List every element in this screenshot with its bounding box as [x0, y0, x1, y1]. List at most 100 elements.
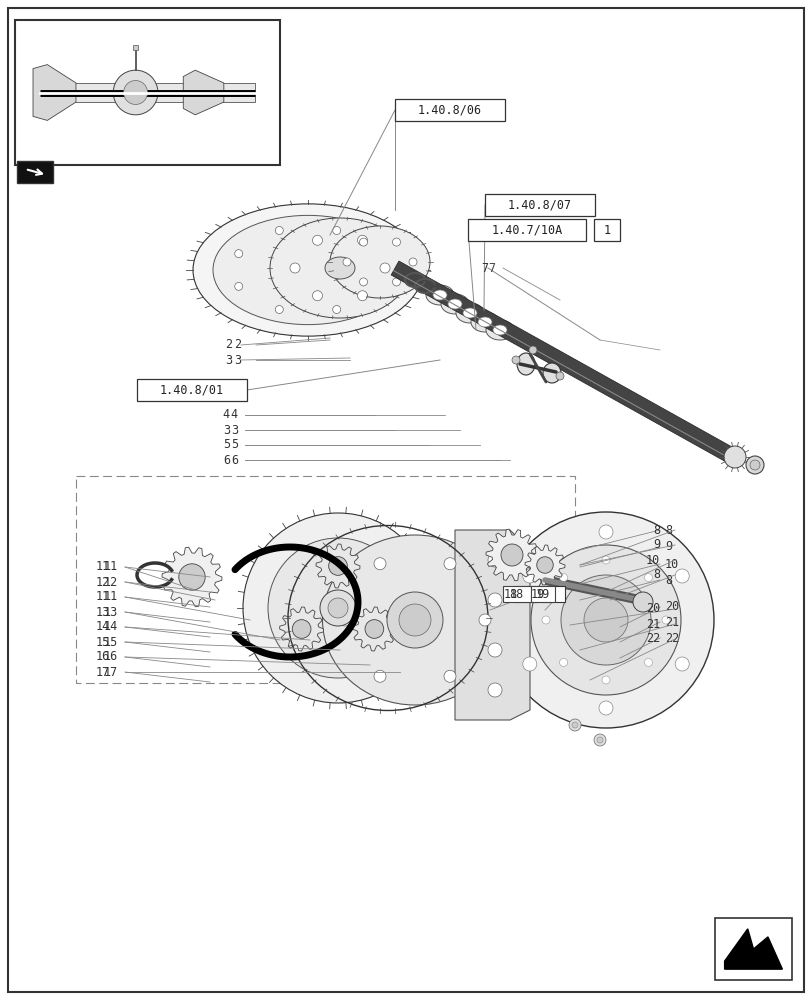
Ellipse shape [486, 320, 513, 340]
Bar [40, 83, 255, 102]
Circle shape [333, 227, 341, 235]
Circle shape [373, 282, 381, 290]
Circle shape [556, 372, 564, 380]
Circle shape [599, 525, 612, 539]
Text: 6: 6 [222, 454, 230, 466]
Text: 17: 17 [104, 666, 118, 678]
Text: 3: 3 [222, 424, 230, 436]
Circle shape [745, 456, 763, 474]
Text: 15: 15 [96, 636, 109, 648]
Text: 1.40.8/07: 1.40.8/07 [508, 198, 572, 212]
Text: 16: 16 [104, 650, 118, 664]
Circle shape [559, 574, 567, 582]
Bar [76, 476, 574, 683]
Circle shape [113, 70, 157, 115]
Polygon shape [391, 261, 733, 462]
Polygon shape [352, 607, 396, 651]
Circle shape [522, 657, 536, 671]
Text: 3: 3 [225, 354, 232, 366]
Circle shape [633, 592, 652, 612]
Circle shape [312, 235, 322, 245]
Circle shape [569, 719, 581, 731]
Circle shape [444, 558, 456, 570]
Text: 5: 5 [230, 438, 238, 452]
Text: 8: 8 [664, 574, 672, 586]
Text: 15: 15 [104, 636, 118, 648]
Text: 3: 3 [234, 354, 241, 366]
Circle shape [500, 544, 522, 566]
Ellipse shape [478, 317, 491, 327]
Circle shape [444, 670, 456, 682]
Bar [513, 586, 538, 602]
Circle shape [487, 683, 501, 697]
Polygon shape [183, 70, 224, 115]
Circle shape [571, 722, 577, 728]
Ellipse shape [322, 535, 507, 705]
Text: 3: 3 [230, 424, 238, 436]
Text: 14: 14 [96, 620, 109, 634]
Circle shape [749, 460, 759, 470]
Circle shape [234, 250, 242, 258]
Circle shape [374, 558, 385, 570]
Text: 14: 14 [104, 620, 118, 634]
Polygon shape [162, 547, 221, 607]
Text: 12: 12 [96, 576, 109, 588]
Bar [484, 194, 594, 216]
Text: 17: 17 [96, 666, 109, 678]
Circle shape [365, 620, 384, 638]
Text: 19: 19 [535, 587, 549, 600]
Text: 22: 22 [664, 632, 679, 645]
Text: 10: 10 [664, 558, 679, 570]
Polygon shape [33, 65, 76, 120]
Text: 16: 16 [96, 650, 109, 664]
Circle shape [644, 574, 651, 582]
Ellipse shape [212, 215, 402, 325]
Circle shape [328, 557, 347, 575]
Circle shape [512, 356, 519, 364]
Text: 22: 22 [645, 633, 659, 646]
Text: 12: 12 [104, 576, 118, 588]
Circle shape [487, 643, 501, 657]
Circle shape [409, 258, 417, 266]
Ellipse shape [543, 363, 560, 383]
Circle shape [601, 556, 609, 564]
Circle shape [338, 614, 350, 626]
Text: 1: 1 [603, 224, 610, 236]
Text: 20: 20 [664, 600, 679, 613]
Bar [467, 219, 586, 241]
Text: 1.40.7/10A: 1.40.7/10A [491, 224, 562, 236]
Circle shape [387, 592, 443, 648]
Circle shape [380, 263, 389, 273]
Text: 21: 21 [664, 615, 679, 629]
Text: 18: 18 [503, 587, 517, 600]
Circle shape [242, 513, 432, 703]
Circle shape [312, 291, 322, 301]
Bar [502, 586, 530, 602]
Circle shape [359, 278, 367, 286]
Circle shape [290, 263, 299, 273]
Text: 8: 8 [652, 568, 659, 582]
Circle shape [675, 657, 689, 671]
Circle shape [559, 658, 567, 666]
Circle shape [530, 545, 680, 695]
Circle shape [268, 538, 407, 678]
Bar [530, 586, 554, 602]
Circle shape [178, 564, 205, 590]
Text: 8: 8 [664, 524, 672, 536]
Circle shape [373, 250, 381, 258]
Circle shape [596, 737, 603, 743]
Circle shape [123, 81, 148, 104]
Circle shape [528, 346, 536, 354]
Text: 7: 7 [480, 261, 487, 274]
Text: 9: 9 [652, 538, 659, 552]
Bar [714, 918, 791, 980]
Circle shape [333, 305, 341, 313]
Bar [137, 379, 247, 401]
Polygon shape [525, 545, 564, 585]
Text: 11: 11 [104, 560, 118, 574]
Circle shape [522, 569, 536, 583]
Text: 13: 13 [96, 605, 109, 618]
Circle shape [357, 235, 367, 245]
Circle shape [275, 227, 283, 235]
Ellipse shape [492, 325, 506, 335]
